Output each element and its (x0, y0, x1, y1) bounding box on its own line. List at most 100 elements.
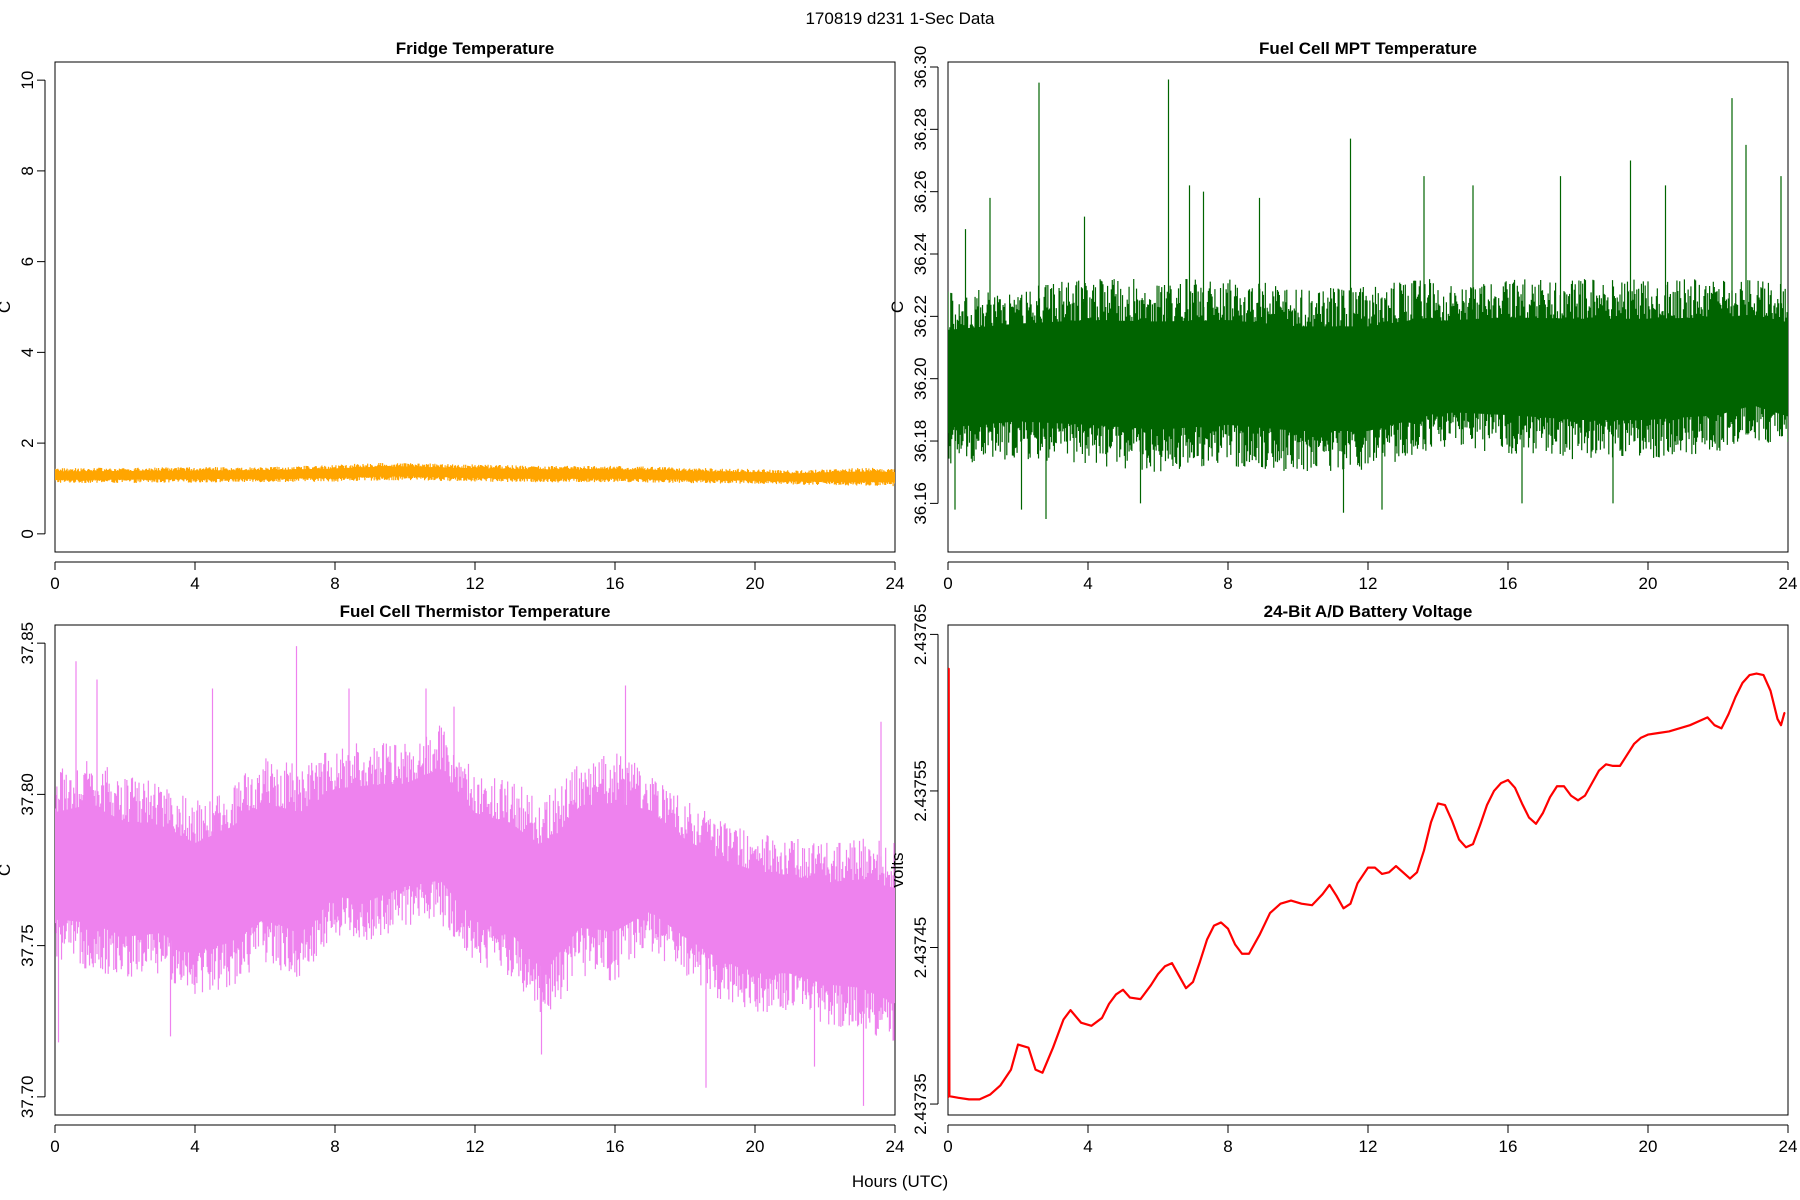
fridge-temperature-y-tick-label-5: 10 (18, 71, 37, 90)
24-bit-a-d-battery-voltage-point-32 (1206, 938, 1208, 941)
24-bit-a-d-battery-voltage-plot-frame (947, 624, 1789, 1116)
24-bit-a-d-battery-voltage-point-46 (1328, 884, 1331, 886)
24-bit-a-d-battery-voltage-y-axis: 2.43735 2.43745 2.43755 2.43765 (911, 604, 939, 1135)
chart-panel-24-bit-a-d-battery-voltage: 24-Bit A/D Battery Voltage 0 4 8 12 16 20 24 2.4… (888, 602, 1797, 1156)
24-bit-a-d-battery-voltage-point-73 (1521, 802, 1523, 805)
24-bit-a-d-battery-voltage-title: 24-Bit A/D Battery Voltage (1264, 602, 1473, 621)
24-bit-a-d-battery-voltage-point-20 (1115, 993, 1117, 996)
24-bit-a-d-battery-voltage-point-90 (1640, 736, 1642, 739)
fuel-cell-mpt-temperature-y-tick-label-7: 36.30 (911, 46, 930, 89)
fuel-cell-thermistor-temperature-x-tick-label-3: 12 (466, 1137, 485, 1156)
24-bit-a-d-battery-voltage-point-95 (1689, 724, 1691, 726)
24-bit-a-d-battery-voltage-point-109 (1783, 711, 1786, 714)
24-bit-a-d-battery-voltage-point-94 (1678, 727, 1681, 730)
fuel-cell-mpt-temperature-x-tick-label-2: 8 (1223, 574, 1232, 593)
24-bit-a-d-battery-voltage-point-44 (1311, 904, 1313, 907)
24-bit-a-d-battery-voltage-point-3 (957, 1096, 960, 1099)
24-bit-a-d-battery-voltage-point-42 (1290, 899, 1292, 902)
24-bit-a-d-battery-voltage-point-70 (1500, 782, 1502, 784)
24-bit-a-d-battery-voltage-point-93 (1668, 730, 1670, 733)
24-bit-a-d-battery-voltage-y-tick-label-2: 2.43755 (911, 760, 930, 821)
fuel-cell-mpt-temperature-y-tick-label-2: 36.20 (911, 357, 930, 400)
chart-panels: Fridge Temperature048121620240246810C Fue… (0, 39, 1797, 1156)
24-bit-a-d-battery-voltage-point-106 (1769, 689, 1772, 692)
24-bit-a-d-battery-voltage-point-54 (1388, 871, 1390, 874)
24-bit-a-d-battery-voltage-point-82 (1584, 794, 1586, 797)
24-bit-a-d-battery-voltage-point-51 (1367, 866, 1369, 869)
24-bit-a-d-battery-voltage-point-64 (1458, 838, 1460, 841)
fridge-temperature-data (55, 462, 895, 487)
24-bit-a-d-battery-voltage-point-7 (999, 1084, 1002, 1087)
24-bit-a-d-battery-voltage-point-58 (1416, 871, 1418, 874)
24-bit-a-d-battery-voltage-point-45 (1321, 893, 1324, 896)
fridge-temperature-x-tick-label-3: 12 (466, 574, 485, 593)
24-bit-a-d-battery-voltage-y-tick-label-3: 2.43765 (911, 604, 930, 665)
fuel-cell-mpt-temperature-y-tick-label-0: 36.16 (911, 482, 930, 525)
24-bit-a-d-battery-voltage-point-69 (1493, 790, 1495, 792)
24-bit-a-d-battery-voltage-point-16 (1080, 1021, 1082, 1024)
24-bit-a-d-battery-voltage-point-56 (1402, 871, 1404, 874)
24-bit-a-d-battery-voltage-point-24 (1150, 984, 1152, 986)
24-bit-a-d-battery-voltage-point-89 (1633, 743, 1635, 745)
chart-panel-fridge-temperature: Fridge Temperature048121620240246810C (0, 39, 904, 593)
24-bit-a-d-battery-voltage-point-17 (1090, 1024, 1093, 1027)
24-bit-a-d-battery-voltage-point-62 (1444, 804, 1446, 806)
24-bit-a-d-battery-voltage-point-98 (1713, 724, 1716, 726)
24-bit-a-d-battery-voltage-point-92 (1657, 732, 1660, 734)
fuel-cell-mpt-temperature-series-core (948, 314, 1788, 432)
24-bit-a-d-battery-voltage-point-47 (1335, 895, 1338, 897)
fuel-cell-mpt-temperature-x-tick-label-5: 20 (1639, 574, 1658, 593)
24-bit-a-d-battery-voltage-point-12 (1041, 1071, 1044, 1074)
24-bit-a-d-battery-voltage-point-6 (989, 1093, 991, 1096)
fuel-cell-mpt-temperature-x-tick-label-4: 16 (1499, 574, 1518, 593)
24-bit-a-d-battery-voltage-data (948, 667, 1786, 1101)
24-bit-a-d-battery-voltage-point-49 (1349, 902, 1352, 905)
24-bit-a-d-battery-voltage-point-55 (1395, 865, 1397, 867)
24-bit-a-d-battery-voltage-point-30 (1192, 981, 1194, 983)
24-bit-a-d-battery-voltage-point-10 (1027, 1046, 1030, 1049)
fridge-temperature-y-axis: 0 2 4 6 8 10 (18, 71, 46, 539)
fuel-cell-thermistor-temperature-y-tick-label-3: 37.85 (18, 622, 37, 665)
fridge-temperature-title: Fridge Temperature (396, 39, 554, 58)
24-bit-a-d-battery-voltage-point-107 (1776, 718, 1779, 720)
figure-x-axis-label: Hours (UTC) (852, 1172, 948, 1191)
24-bit-a-d-battery-voltage-point-71 (1507, 779, 1509, 781)
fuel-cell-thermistor-temperature-x-tick-label-5: 20 (746, 1137, 765, 1156)
24-bit-a-d-battery-voltage-point-35 (1227, 927, 1229, 930)
fuel-cell-mpt-temperature-x-tick-label-0: 0 (943, 574, 952, 593)
24-bit-a-d-battery-voltage-point-36 (1234, 943, 1236, 946)
24-bit-a-d-battery-voltage-point-38 (1248, 952, 1250, 955)
fuel-cell-mpt-temperature-x-tick-label-3: 12 (1359, 574, 1378, 593)
24-bit-a-d-battery-voltage-x-tick-label-5: 20 (1639, 1137, 1658, 1156)
figure-title: 170819 d231 1-Sec Data (805, 9, 995, 28)
24-bit-a-d-battery-voltage-point-105 (1762, 674, 1765, 676)
24-bit-a-d-battery-voltage-point-52 (1374, 866, 1376, 869)
24-bit-a-d-battery-voltage-y-axis-label: volts (888, 853, 907, 888)
24-bit-a-d-battery-voltage-point-102 (1741, 682, 1744, 684)
24-bit-a-d-battery-voltage-point-28 (1178, 974, 1180, 977)
24-bit-a-d-battery-voltage-point-86 (1612, 765, 1614, 767)
24-bit-a-d-battery-voltage-point-43 (1300, 902, 1303, 905)
24-bit-a-d-battery-voltage-point-87 (1619, 765, 1621, 767)
24-bit-a-d-battery-voltage-point-79 (1563, 785, 1565, 788)
24-bit-a-d-battery-voltage-point-33 (1213, 924, 1215, 927)
24-bit-a-d-battery-voltage-point-19 (1108, 1003, 1110, 1005)
fuel-cell-thermistor-temperature-data (55, 646, 895, 1106)
fuel-cell-thermistor-temperature-x-tick-label-1: 4 (190, 1137, 199, 1156)
24-bit-a-d-battery-voltage-point-34 (1220, 921, 1222, 924)
fridge-temperature-x-tick-label-5: 20 (746, 574, 765, 593)
fuel-cell-thermistor-temperature-y-tick-label-2: 37.80 (18, 773, 37, 816)
24-bit-a-d-battery-voltage-point-85 (1605, 763, 1607, 766)
fuel-cell-thermistor-temperature-y-axis: 37.70 37.75 37.80 37.85 (18, 622, 46, 1118)
24-bit-a-d-battery-voltage-point-1 (948, 668, 950, 670)
fuel-cell-mpt-temperature-y-tick-label-4: 36.24 (911, 233, 930, 276)
24-bit-a-d-battery-voltage-point-29 (1185, 987, 1187, 989)
24-bit-a-d-battery-voltage-point-83 (1591, 782, 1593, 784)
24-bit-a-d-battery-voltage-point-11 (1034, 1068, 1037, 1071)
24-bit-a-d-battery-voltage-point-88 (1626, 754, 1628, 756)
24-bit-a-d-battery-voltage-x-tick-label-3: 12 (1359, 1137, 1378, 1156)
fuel-cell-mpt-temperature-y-tick-label-6: 36.28 (911, 108, 930, 151)
fuel-cell-mpt-temperature-data (948, 79, 1788, 519)
24-bit-a-d-battery-voltage-point-57 (1409, 877, 1411, 880)
fuel-cell-mpt-temperature-title: Fuel Cell MPT Temperature (1259, 39, 1477, 58)
